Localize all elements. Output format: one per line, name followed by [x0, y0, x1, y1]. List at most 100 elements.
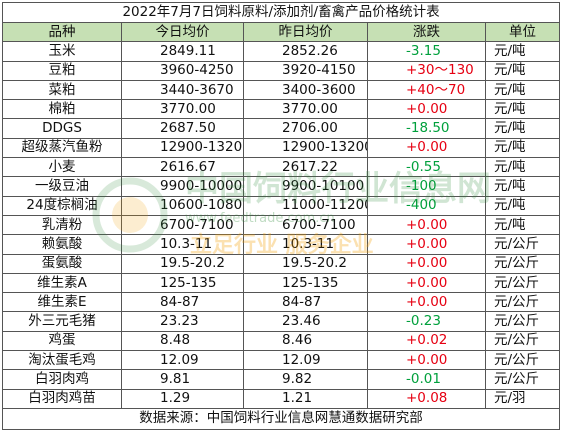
cell-unit: 元/公斤: [484, 350, 561, 371]
cell-today-price: 9900-10000: [121, 176, 244, 197]
cell-today-price: 6700-7100: [121, 214, 244, 236]
header-variety: 品种: [2, 21, 122, 43]
header-yesterday-price: 昨日均价: [243, 21, 368, 43]
cell-variety: 24度棕榈油: [2, 195, 122, 216]
cell-yesterday-price: 11000-11200: [243, 195, 368, 216]
cell-change: +0.00: [367, 292, 486, 313]
table-row: 24度棕榈油 10600-10800 11000-11200 -400 元/吨: [2, 195, 561, 216]
table-row: 棉粕 3770.00 3770.00 +0.00 元/吨: [2, 99, 561, 120]
table-row: 一级豆油 9900-10000 9900-10100 -100 元/吨: [2, 176, 561, 197]
cell-today-price: 12900-13200: [121, 137, 244, 159]
cell-change: -100: [367, 176, 486, 197]
table-row: 鸡蛋 8.48 8.46 +0.02 元/公斤: [2, 330, 561, 352]
cell-variety: 白羽肉鸡苗: [2, 388, 122, 409]
header-change: 涨跌: [367, 21, 486, 43]
cell-yesterday-price: 23.46: [243, 311, 368, 332]
cell-variety: 一级豆油: [2, 176, 122, 197]
cell-yesterday-price: 10.3-11: [243, 234, 368, 255]
cell-unit: 元/公斤: [484, 292, 561, 313]
cell-change: -0.01: [367, 369, 486, 390]
cell-variety: 小麦: [2, 157, 122, 178]
cell-today-price: 12.09: [121, 350, 244, 371]
cell-unit: 元/吨: [484, 41, 561, 62]
cell-change: +0.00: [367, 99, 486, 120]
table-row: DDGS 2687.50 2706.00 -18.50 元/吨: [2, 118, 561, 139]
cell-change: -3.15: [367, 41, 486, 62]
cell-yesterday-price: 12.09: [243, 350, 368, 371]
cell-yesterday-price: 19.5-20.2: [243, 253, 368, 274]
cell-change: +0.08: [367, 388, 486, 409]
cell-unit: 元/公斤: [484, 272, 561, 294]
cell-unit: 元/吨: [484, 79, 561, 101]
cell-variety: 淘汰蛋毛鸡: [2, 350, 122, 371]
cell-variety: 鸡蛋: [2, 330, 122, 352]
cell-change: +30～130: [367, 60, 486, 81]
cell-change: +0.00: [367, 272, 486, 294]
cell-yesterday-price: 9.82: [243, 369, 368, 390]
table-row: 维生素E 84-87 84-87 +0.00 元/公斤: [2, 292, 561, 313]
cell-variety: 维生素E: [2, 292, 122, 313]
table-footer-row: 数据来源：中国饲料行业信息网慧通数据研究部: [1, 407, 561, 430]
cell-variety: 蛋氨酸: [2, 253, 122, 274]
cell-unit: 元/吨: [484, 157, 561, 178]
cell-today-price: 2616.67: [121, 157, 244, 178]
cell-variety: 赖氨酸: [2, 234, 122, 255]
cell-yesterday-price: 84-87: [243, 292, 368, 313]
table-row: 玉米 2849.11 2852.26 -3.15 元/吨: [2, 41, 561, 62]
cell-variety: 超级蒸汽鱼粉: [2, 137, 122, 159]
cell-today-price: 19.5-20.2: [121, 253, 244, 274]
table-row: 赖氨酸 10.3-11 10.3-11 +0.00 元/公斤: [2, 234, 561, 255]
cell-yesterday-price: 3400-3600: [243, 79, 368, 101]
cell-today-price: 125-135: [121, 272, 244, 294]
cell-today-price: 3770.00: [121, 99, 244, 120]
cell-unit: 元/公斤: [484, 253, 561, 274]
cell-unit: 元/公斤: [484, 234, 561, 255]
cell-today-price: 3960-4250: [121, 60, 244, 81]
cell-unit: 元/公斤: [484, 311, 561, 332]
cell-yesterday-price: 125-135: [243, 272, 368, 294]
table-row: 乳清粉 6700-7100 6700-7100 +0.00 元/吨: [2, 214, 561, 236]
cell-change: +0.00: [367, 214, 486, 236]
cell-change: +0.02: [367, 330, 486, 352]
table-title: 2022年7月7日饲料原料/添加剂/畜禽产品价格统计表: [1, 2, 561, 23]
cell-unit: 元/吨: [484, 176, 561, 197]
cell-unit: 元/吨: [484, 214, 561, 236]
cell-variety: 豆粕: [2, 60, 122, 81]
cell-variety: DDGS: [2, 118, 122, 139]
cell-yesterday-price: 8.46: [243, 330, 368, 352]
cell-change: +0.00: [367, 350, 486, 371]
cell-unit: 元/吨: [484, 118, 561, 139]
cell-variety: 菜粕: [2, 79, 122, 101]
header-unit: 单位: [484, 21, 561, 43]
table-title-row: 2022年7月7日饲料原料/添加剂/畜禽产品价格统计表: [1, 2, 561, 23]
cell-unit: 元/公斤: [484, 369, 561, 390]
cell-yesterday-price: 3920-4150: [243, 60, 368, 81]
header-today-price: 今日均价: [121, 21, 244, 43]
cell-yesterday-price: 9900-10100: [243, 176, 368, 197]
cell-yesterday-price: 12900-13200: [243, 137, 368, 159]
table-header-row: 品种 今日均价 昨日均价 涨跌 单位: [2, 21, 561, 43]
cell-yesterday-price: 3770.00: [243, 99, 368, 120]
cell-change: -18.50: [367, 118, 486, 139]
cell-variety: 维生素A: [2, 272, 122, 294]
table-row: 淘汰蛋毛鸡 12.09 12.09 +0.00 元/公斤: [2, 350, 561, 371]
cell-change: -400: [367, 195, 486, 216]
cell-yesterday-price: 1.21: [243, 388, 368, 409]
cell-change: -0.55: [367, 157, 486, 178]
cell-today-price: 10.3-11: [121, 234, 244, 255]
data-source-note: 数据来源：中国饲料行业信息网慧通数据研究部: [1, 407, 561, 430]
cell-yesterday-price: 6700-7100: [243, 214, 368, 236]
cell-change: -0.23: [367, 311, 486, 332]
table-row: 菜粕 3440-3670 3400-3600 +40～70 元/吨: [2, 79, 561, 101]
cell-variety: 棉粕: [2, 99, 122, 120]
table-row: 超级蒸汽鱼粉 12900-13200 12900-13200 +0.00 元/吨: [2, 137, 561, 159]
cell-today-price: 84-87: [121, 292, 244, 313]
cell-today-price: 10600-10800: [121, 195, 244, 216]
cell-yesterday-price: 2852.26: [243, 41, 368, 62]
cell-today-price: 2687.50: [121, 118, 244, 139]
table-row: 外三元毛猪 23.23 23.46 -0.23 元/公斤: [2, 311, 561, 332]
cell-variety: 玉米: [2, 41, 122, 62]
cell-today-price: 1.29: [121, 388, 244, 409]
